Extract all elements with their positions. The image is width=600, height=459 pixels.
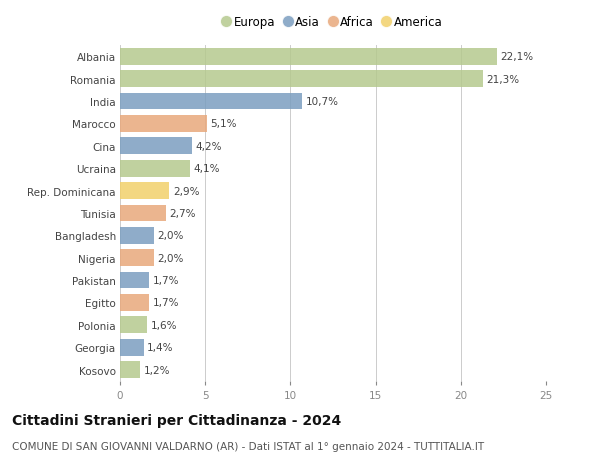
Bar <box>120 361 140 378</box>
Bar <box>120 160 190 177</box>
Text: 22,1%: 22,1% <box>500 52 533 62</box>
Bar <box>120 49 497 66</box>
Bar <box>120 272 149 289</box>
Bar <box>120 93 302 110</box>
Bar <box>120 339 144 356</box>
Text: 1,7%: 1,7% <box>152 298 179 308</box>
Bar <box>120 205 166 222</box>
Bar <box>120 71 483 88</box>
Bar <box>120 183 169 200</box>
Bar <box>120 250 154 267</box>
Text: 1,6%: 1,6% <box>151 320 177 330</box>
Text: 2,7%: 2,7% <box>169 208 196 218</box>
Text: COMUNE DI SAN GIOVANNI VALDARNO (AR) - Dati ISTAT al 1° gennaio 2024 - TUTTITALI: COMUNE DI SAN GIOVANNI VALDARNO (AR) - D… <box>12 441 484 451</box>
Text: 1,7%: 1,7% <box>152 275 179 285</box>
Text: 21,3%: 21,3% <box>487 74 520 84</box>
Text: 1,4%: 1,4% <box>147 342 174 353</box>
Bar <box>120 317 147 334</box>
Text: 4,1%: 4,1% <box>193 164 220 174</box>
Bar <box>120 116 207 133</box>
Text: 2,9%: 2,9% <box>173 186 199 196</box>
Bar <box>120 294 149 311</box>
Text: 2,0%: 2,0% <box>157 231 184 241</box>
Text: Cittadini Stranieri per Cittadinanza - 2024: Cittadini Stranieri per Cittadinanza - 2… <box>12 413 341 427</box>
Text: 2,0%: 2,0% <box>157 253 184 263</box>
Legend: Europa, Asia, Africa, America: Europa, Asia, Africa, America <box>218 11 448 34</box>
Text: 4,2%: 4,2% <box>195 141 221 151</box>
Text: 1,2%: 1,2% <box>144 365 170 375</box>
Bar <box>120 227 154 244</box>
Text: 5,1%: 5,1% <box>211 119 237 129</box>
Bar <box>120 138 191 155</box>
Text: 10,7%: 10,7% <box>306 97 339 107</box>
